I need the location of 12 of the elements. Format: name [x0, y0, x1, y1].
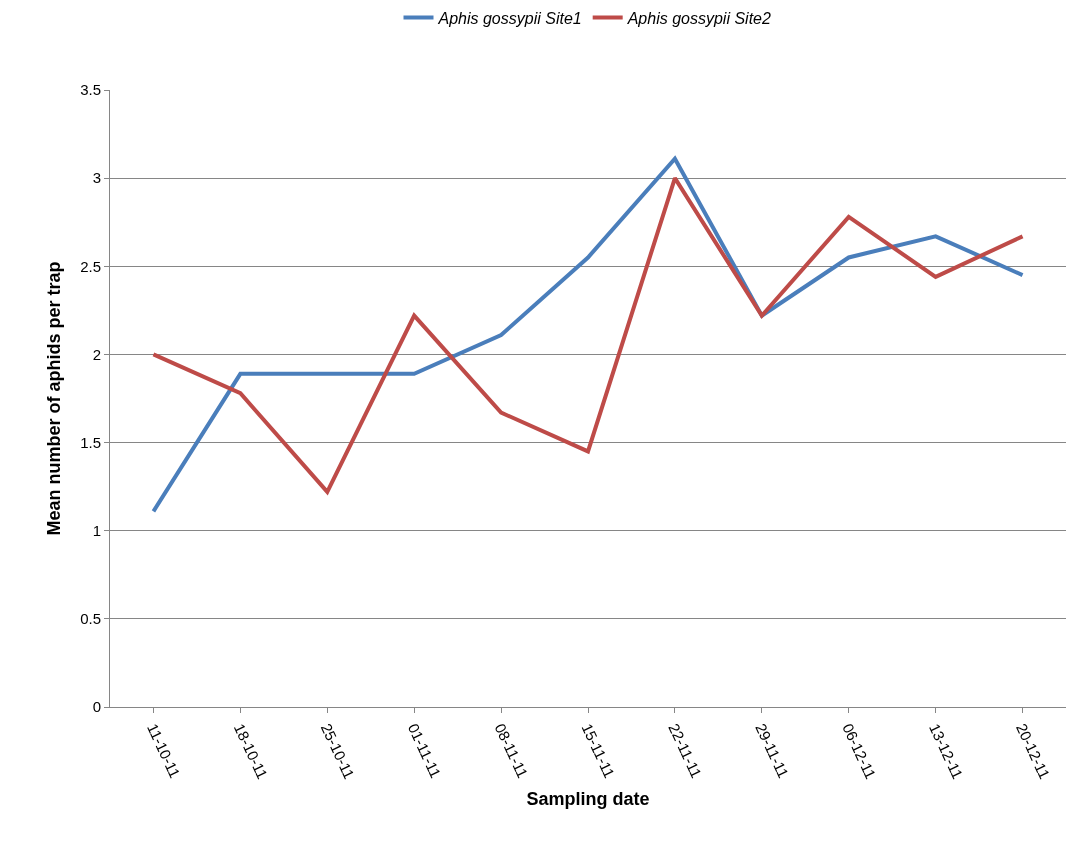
y-tick-label: 1.5 — [80, 433, 101, 451]
legend-label: Aphis gossypii Site2 — [626, 9, 771, 27]
y-tick-label: 2 — [92, 345, 101, 363]
y-tick-label: 0.5 — [80, 610, 101, 628]
legend-label: Aphis gossypii Site1 — [437, 9, 582, 27]
y-tick-label: 1 — [92, 521, 101, 539]
y-tick-label: 3 — [92, 169, 101, 187]
y-tick-label: 2.5 — [80, 257, 101, 275]
y-axis-title: Mean number of aphids per trap — [44, 261, 65, 536]
y-tick-label: 3.5 — [80, 81, 101, 99]
x-axis-title: Sampling date — [526, 789, 650, 810]
y-tick-label: 0 — [92, 698, 101, 716]
